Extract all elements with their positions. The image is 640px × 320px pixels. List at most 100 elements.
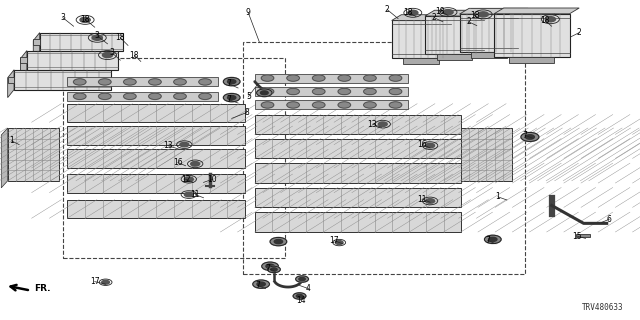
Circle shape bbox=[253, 280, 269, 288]
Circle shape bbox=[99, 79, 111, 85]
Bar bbox=[27, 51, 118, 70]
Circle shape bbox=[364, 75, 376, 81]
Polygon shape bbox=[494, 8, 579, 14]
Circle shape bbox=[102, 280, 109, 284]
Circle shape bbox=[525, 135, 534, 139]
Circle shape bbox=[296, 294, 303, 298]
Bar bbox=[255, 74, 408, 83]
Circle shape bbox=[287, 75, 300, 81]
Circle shape bbox=[270, 237, 287, 246]
Circle shape bbox=[74, 79, 86, 85]
Text: 16: 16 bbox=[173, 158, 183, 167]
Circle shape bbox=[99, 93, 111, 100]
Circle shape bbox=[312, 75, 325, 81]
Text: 9: 9 bbox=[246, 8, 251, 17]
Text: 11: 11 bbox=[418, 195, 427, 204]
Circle shape bbox=[92, 35, 102, 40]
Bar bbox=[461, 128, 512, 181]
Polygon shape bbox=[425, 10, 493, 16]
Text: 13: 13 bbox=[163, 141, 173, 150]
Text: 18: 18 bbox=[470, 11, 479, 20]
Text: 5: 5 bbox=[246, 92, 251, 101]
Circle shape bbox=[426, 199, 435, 203]
Circle shape bbox=[223, 77, 240, 86]
Circle shape bbox=[228, 95, 236, 100]
Text: 16: 16 bbox=[417, 140, 428, 149]
Circle shape bbox=[261, 102, 274, 108]
Circle shape bbox=[378, 122, 387, 126]
Circle shape bbox=[478, 12, 488, 17]
Text: 2: 2 bbox=[385, 5, 390, 14]
Text: 1: 1 bbox=[9, 136, 14, 145]
Bar bbox=[576, 234, 590, 237]
Bar bbox=[67, 77, 218, 86]
Text: 12: 12 bbox=[181, 175, 190, 184]
Bar bbox=[494, 14, 570, 57]
Circle shape bbox=[102, 52, 113, 58]
Circle shape bbox=[228, 79, 236, 84]
Circle shape bbox=[199, 93, 211, 100]
Circle shape bbox=[274, 239, 283, 244]
Text: 7: 7 bbox=[265, 264, 270, 273]
Bar bbox=[40, 33, 123, 51]
Circle shape bbox=[521, 132, 539, 141]
Circle shape bbox=[184, 177, 193, 181]
Bar bbox=[255, 87, 408, 96]
Bar bbox=[255, 188, 461, 207]
Circle shape bbox=[484, 235, 501, 244]
Circle shape bbox=[261, 75, 274, 81]
Text: 17: 17 bbox=[329, 236, 339, 245]
Circle shape bbox=[124, 93, 136, 100]
Circle shape bbox=[293, 293, 306, 299]
Bar bbox=[392, 20, 451, 58]
Circle shape bbox=[223, 93, 240, 102]
Text: 11: 11 bbox=[191, 190, 200, 199]
Text: 3: 3 bbox=[109, 48, 115, 57]
Circle shape bbox=[364, 102, 376, 108]
Bar bbox=[509, 8, 554, 14]
Bar bbox=[471, 52, 507, 58]
Bar bbox=[255, 163, 461, 183]
Bar bbox=[67, 104, 245, 122]
Text: 18: 18 bbox=[436, 7, 445, 16]
Circle shape bbox=[389, 102, 402, 108]
Circle shape bbox=[443, 10, 453, 15]
Bar bbox=[67, 126, 245, 145]
Text: 8: 8 bbox=[244, 108, 249, 117]
Circle shape bbox=[148, 79, 161, 85]
Bar bbox=[403, 58, 439, 64]
Circle shape bbox=[261, 88, 274, 95]
Text: 6: 6 bbox=[607, 215, 612, 224]
Text: 7: 7 bbox=[227, 79, 232, 88]
Circle shape bbox=[426, 143, 435, 148]
Polygon shape bbox=[20, 51, 27, 78]
Bar bbox=[509, 57, 554, 63]
Circle shape bbox=[287, 102, 300, 108]
Bar bbox=[255, 115, 461, 134]
Text: 2: 2 bbox=[466, 17, 471, 26]
Bar bbox=[67, 200, 245, 218]
Bar bbox=[255, 139, 461, 158]
Circle shape bbox=[526, 135, 534, 139]
Text: FR.: FR. bbox=[34, 284, 51, 293]
Circle shape bbox=[312, 102, 325, 108]
Text: 7: 7 bbox=[227, 95, 232, 104]
Text: 7: 7 bbox=[255, 281, 260, 290]
Circle shape bbox=[338, 102, 351, 108]
Bar bbox=[425, 16, 484, 54]
Text: 1: 1 bbox=[495, 192, 500, 201]
Circle shape bbox=[262, 262, 278, 270]
Circle shape bbox=[287, 88, 300, 95]
Circle shape bbox=[173, 93, 186, 100]
Circle shape bbox=[522, 133, 538, 141]
Polygon shape bbox=[392, 15, 460, 20]
Circle shape bbox=[260, 91, 268, 95]
Text: 18: 18 bbox=[404, 8, 413, 17]
Bar bbox=[33, 39, 40, 45]
Circle shape bbox=[296, 276, 308, 282]
Circle shape bbox=[74, 93, 86, 100]
Text: 17: 17 bbox=[90, 277, 100, 286]
Text: 18: 18 bbox=[116, 33, 125, 42]
Text: 18: 18 bbox=[541, 16, 550, 25]
Bar bbox=[243, 42, 525, 274]
